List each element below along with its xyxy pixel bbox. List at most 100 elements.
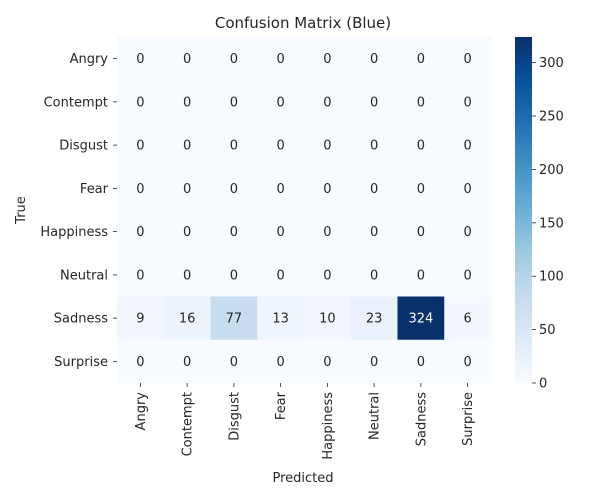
cell-value-label: 0 bbox=[230, 182, 238, 197]
heatmap-cell bbox=[350, 80, 398, 124]
cell-value-label: 16 bbox=[179, 312, 196, 327]
cell-value-label: 0 bbox=[417, 182, 425, 197]
y-tick-label: Surprise bbox=[54, 355, 108, 370]
cell-value-label: 10 bbox=[319, 312, 336, 327]
heatmap-cell bbox=[210, 166, 258, 211]
heatmap-cell bbox=[304, 296, 352, 341]
heatmap-cell bbox=[163, 253, 211, 297]
heatmap-cell bbox=[257, 339, 305, 384]
cell-value-label: 0 bbox=[370, 139, 378, 154]
cell-value-label: 0 bbox=[230, 95, 238, 110]
x-tick-label: Disgust bbox=[227, 392, 242, 441]
colorbar-tick-label: 250 bbox=[539, 110, 564, 125]
cell-value-label: 0 bbox=[323, 139, 331, 154]
colorbar-tick-label: 300 bbox=[539, 56, 564, 71]
heatmap-cell bbox=[210, 80, 258, 124]
y-tick-label: Happiness bbox=[40, 225, 108, 240]
heatmap-cell bbox=[117, 37, 165, 81]
colorbar-tick-label: 0 bbox=[539, 377, 547, 392]
cell-value-label: 0 bbox=[370, 225, 378, 240]
cell-value-label: 0 bbox=[417, 95, 425, 110]
x-axis-label: Predicted bbox=[272, 471, 333, 486]
heatmap-cell bbox=[304, 123, 352, 168]
heatmap-cell bbox=[163, 166, 211, 211]
cell-value-label: 0 bbox=[323, 355, 331, 370]
heatmap-cell bbox=[163, 210, 211, 254]
y-tick-labels: Angry Contempt Disgust Fear Happiness Neutral… bbox=[40, 52, 117, 370]
heatmap-cell bbox=[210, 339, 258, 384]
cell-value-label: 0 bbox=[323, 268, 331, 283]
heatmap-cell bbox=[444, 339, 492, 384]
heatmap-cell bbox=[350, 210, 398, 254]
heatmap-cell bbox=[444, 210, 492, 254]
colorbar-ticks: 0 50 100 150 200 250 300 bbox=[532, 56, 564, 392]
cell-value-label: 0 bbox=[463, 225, 471, 240]
heatmap-cell bbox=[257, 210, 305, 254]
cell-value-label: 0 bbox=[463, 52, 471, 67]
cell-value-label: 0 bbox=[136, 52, 144, 67]
cell-value-label: 0 bbox=[136, 355, 144, 370]
cell-value-label: 0 bbox=[463, 182, 471, 197]
heatmap-cell bbox=[163, 296, 211, 341]
cell-value-label: 0 bbox=[183, 355, 191, 370]
colorbar-gradient bbox=[515, 37, 532, 383]
heatmap-cell bbox=[163, 37, 211, 81]
chart-title: Confusion Matrix (Blue) bbox=[215, 14, 391, 32]
heatmap-cell bbox=[257, 253, 305, 297]
heatmap-cell bbox=[117, 123, 165, 168]
cell-value-label: 0 bbox=[370, 268, 378, 283]
cell-value-label: 0 bbox=[230, 139, 238, 154]
cell-value-label: 0 bbox=[276, 268, 284, 283]
x-tick-label: Neutral bbox=[368, 392, 383, 440]
cell-value-label: 0 bbox=[370, 182, 378, 197]
x-tick-label: Angry bbox=[134, 392, 149, 431]
cell-value-label: 0 bbox=[183, 225, 191, 240]
cell-value-label: 0 bbox=[183, 182, 191, 197]
heatmap-cells: 0 0 0 0 0 0 0 0 0 0 0 0 0 0 0 0 0 0 0 0 0 0 0 0 0 0 0 0 0 0 0 0 0 0 0 0 0 0 0 0… bbox=[117, 37, 492, 384]
heatmap-cell bbox=[257, 166, 305, 211]
heatmap-cell bbox=[350, 123, 398, 168]
cell-value-label: 0 bbox=[136, 139, 144, 154]
heatmap-cell bbox=[397, 37, 445, 81]
cell-value-label: 0 bbox=[230, 355, 238, 370]
cell-value-label: 0 bbox=[463, 268, 471, 283]
cell-value-label: 0 bbox=[276, 225, 284, 240]
heatmap-cell bbox=[397, 296, 445, 341]
heatmap-cell bbox=[163, 339, 211, 384]
colorbar-tick-label: 50 bbox=[539, 323, 556, 338]
heatmap-cell bbox=[304, 339, 352, 384]
cell-value-label: 0 bbox=[463, 139, 471, 154]
cell-value-label: 0 bbox=[276, 52, 284, 67]
heatmap-cell bbox=[444, 296, 492, 341]
cell-value-label: 0 bbox=[323, 225, 331, 240]
heatmap-cell bbox=[257, 123, 305, 168]
heatmap-cell bbox=[397, 123, 445, 168]
heatmap-cell bbox=[397, 80, 445, 124]
cell-value-label: 9 bbox=[136, 312, 144, 327]
heatmap-cell bbox=[117, 80, 165, 124]
heatmap-cell bbox=[257, 80, 305, 124]
cell-value-label: 13 bbox=[272, 312, 289, 327]
colorbar bbox=[515, 37, 532, 383]
heatmap-cell bbox=[444, 80, 492, 124]
heatmap-cell bbox=[304, 210, 352, 254]
heatmap-cell bbox=[397, 166, 445, 211]
cell-value-label: 0 bbox=[370, 355, 378, 370]
cell-value-label: 0 bbox=[183, 95, 191, 110]
heatmap-cell bbox=[117, 339, 165, 384]
y-tick-label: Fear bbox=[80, 182, 109, 197]
cell-value-label: 0 bbox=[417, 139, 425, 154]
cell-value-label: 0 bbox=[276, 139, 284, 154]
x-tick-label: Contempt bbox=[181, 392, 196, 456]
x-tick-label: Fear bbox=[274, 391, 289, 420]
heatmap-cell bbox=[304, 37, 352, 81]
x-tick-labels: Angry Contempt Disgust Fear Happiness Neutral… bbox=[134, 383, 476, 460]
cell-value-label: 0 bbox=[417, 225, 425, 240]
heatmap-cell bbox=[444, 253, 492, 297]
y-axis-label: True bbox=[14, 196, 29, 225]
cell-value-label: 0 bbox=[136, 182, 144, 197]
heatmap-cell bbox=[210, 253, 258, 297]
cell-value-label: 0 bbox=[463, 355, 471, 370]
heatmap-cell bbox=[444, 166, 492, 211]
